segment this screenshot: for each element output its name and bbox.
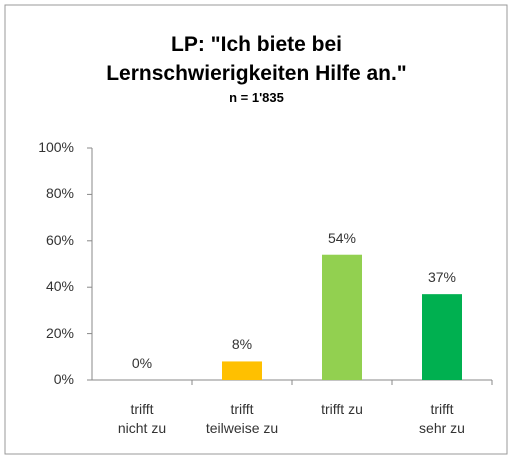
- bar: [222, 361, 262, 380]
- y-tick-label: 80%: [45, 185, 74, 202]
- y-tick-label: 20%: [45, 324, 74, 341]
- x-tick-label: trifft zu: [321, 401, 363, 417]
- y-tick-label: 40%: [45, 278, 74, 295]
- data-label: 0%: [131, 355, 153, 371]
- y-tick-label: 100%: [38, 139, 74, 155]
- bar: [422, 294, 462, 380]
- data-label: 37%: [427, 269, 457, 286]
- bar: [322, 254, 362, 380]
- data-label: 54%: [327, 229, 357, 246]
- frame: [4, 4, 508, 455]
- chart-title: LP: "Ich biete bei Lernschwierigkeiten H…: [106, 33, 407, 85]
- y-tick-label: 60%: [45, 231, 74, 248]
- x-tick-label: trifft sehr zu: [419, 401, 465, 436]
- x-tick-label: trifft nicht zu: [117, 401, 167, 436]
- y-tick-label: 0%: [53, 371, 74, 387]
- x-tick-label: trifft teilweise zu: [205, 401, 279, 436]
- data-label: 8%: [231, 336, 253, 353]
- chart-subtitle: n = 1'835: [229, 90, 284, 105]
